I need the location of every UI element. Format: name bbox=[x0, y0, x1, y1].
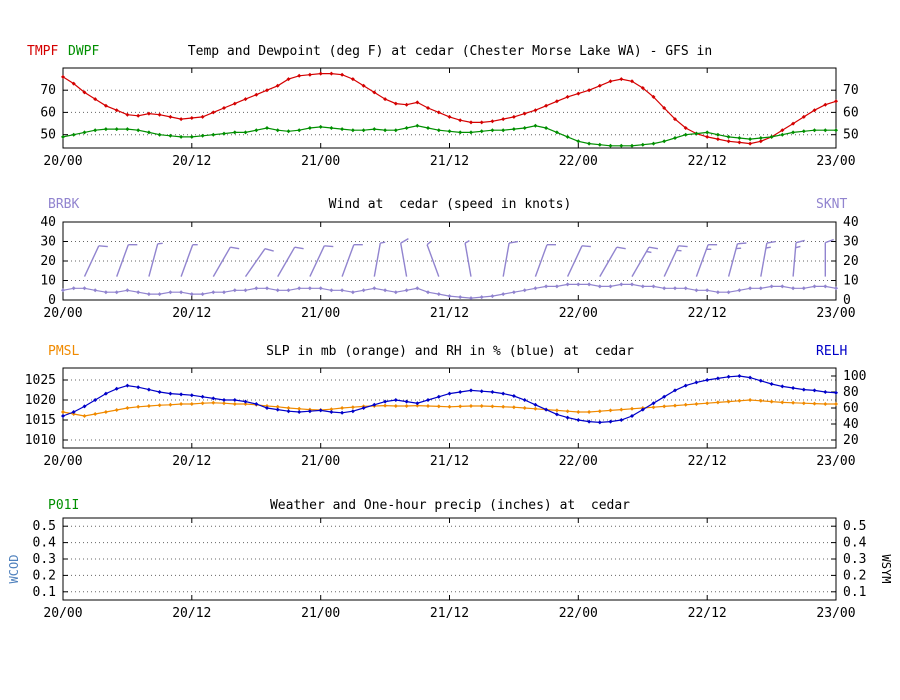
svg-text:1025: 1025 bbox=[25, 373, 56, 388]
svg-text:0.1: 0.1 bbox=[843, 585, 866, 600]
svg-text:50: 50 bbox=[40, 128, 56, 143]
svg-text:0.3: 0.3 bbox=[33, 552, 56, 567]
p01i-label: P01I bbox=[48, 498, 80, 513]
svg-text:21/00: 21/00 bbox=[301, 606, 340, 621]
svg-text:0: 0 bbox=[48, 293, 56, 308]
svg-text:20/00: 20/00 bbox=[43, 306, 82, 321]
svg-text:21/12: 21/12 bbox=[430, 306, 469, 321]
svg-text:23/00: 23/00 bbox=[816, 606, 855, 621]
dwpf-label: DWPF bbox=[68, 44, 100, 59]
svg-text:20/00: 20/00 bbox=[43, 154, 82, 169]
svg-text:20/12: 20/12 bbox=[172, 454, 211, 469]
svg-text:22/12: 22/12 bbox=[688, 606, 727, 621]
svg-text:20/12: 20/12 bbox=[172, 606, 211, 621]
svg-text:20/12: 20/12 bbox=[172, 306, 211, 321]
relh-label: RELH bbox=[816, 344, 848, 359]
svg-text:20: 20 bbox=[40, 254, 56, 269]
svg-text:0: 0 bbox=[843, 293, 851, 308]
svg-text:23/00: 23/00 bbox=[816, 306, 855, 321]
svg-text:50: 50 bbox=[843, 128, 859, 143]
svg-text:10: 10 bbox=[40, 274, 56, 289]
svg-text:70: 70 bbox=[843, 83, 859, 98]
svg-text:60: 60 bbox=[843, 105, 859, 120]
slp-rh-panel-title: SLP in mb (orange) and RH in % (blue) at… bbox=[266, 344, 634, 359]
svg-text:40: 40 bbox=[843, 215, 859, 230]
pmsl-label: PMSL bbox=[48, 344, 80, 359]
svg-text:22/00: 22/00 bbox=[559, 454, 598, 469]
svg-text:21/00: 21/00 bbox=[301, 306, 340, 321]
svg-text:22/12: 22/12 bbox=[688, 454, 727, 469]
svg-text:20/12: 20/12 bbox=[172, 154, 211, 169]
svg-text:40: 40 bbox=[40, 215, 56, 230]
svg-text:80: 80 bbox=[843, 385, 859, 400]
svg-text:22/00: 22/00 bbox=[559, 606, 598, 621]
svg-text:1015: 1015 bbox=[25, 413, 56, 428]
svg-text:1020: 1020 bbox=[25, 393, 56, 408]
svg-text:60: 60 bbox=[843, 401, 859, 416]
svg-text:20: 20 bbox=[843, 254, 859, 269]
svg-text:1010: 1010 bbox=[25, 433, 56, 448]
svg-text:20: 20 bbox=[843, 433, 859, 448]
svg-text:40: 40 bbox=[843, 417, 859, 432]
svg-text:22/00: 22/00 bbox=[559, 154, 598, 169]
svg-text:21/00: 21/00 bbox=[301, 154, 340, 169]
svg-text:21/12: 21/12 bbox=[430, 606, 469, 621]
svg-text:0.1: 0.1 bbox=[33, 585, 56, 600]
svg-text:0.4: 0.4 bbox=[843, 536, 867, 551]
svg-text:20/00: 20/00 bbox=[43, 454, 82, 469]
tmpf-label: TMPF bbox=[27, 44, 59, 59]
svg-text:21/12: 21/12 bbox=[430, 454, 469, 469]
svg-text:23/00: 23/00 bbox=[816, 154, 855, 169]
svg-text:10: 10 bbox=[843, 274, 859, 289]
svg-text:30: 30 bbox=[843, 235, 859, 250]
svg-text:20/00: 20/00 bbox=[43, 606, 82, 621]
brbk-label: BRBK bbox=[48, 197, 80, 212]
svg-text:0.2: 0.2 bbox=[843, 568, 866, 583]
svg-text:30: 30 bbox=[40, 235, 56, 250]
svg-text:22/12: 22/12 bbox=[688, 154, 727, 169]
svg-text:0.4: 0.4 bbox=[33, 536, 57, 551]
svg-text:0.5: 0.5 bbox=[843, 519, 866, 534]
svg-text:22/12: 22/12 bbox=[688, 306, 727, 321]
svg-text:60: 60 bbox=[40, 105, 56, 120]
sknt-label: SKNT bbox=[816, 197, 848, 212]
svg-text:22/00: 22/00 bbox=[559, 306, 598, 321]
svg-text:0.5: 0.5 bbox=[33, 519, 56, 534]
temp-panel-title: Temp and Dewpoint (deg F) at cedar (Ches… bbox=[187, 44, 713, 59]
svg-text:0.2: 0.2 bbox=[33, 568, 56, 583]
precip-panel-title: Weather and One-hour precip (inches) at … bbox=[269, 498, 631, 513]
svg-text:70: 70 bbox=[40, 83, 56, 98]
svg-text:100: 100 bbox=[843, 369, 866, 384]
svg-text:23/00: 23/00 bbox=[816, 454, 855, 469]
wind-panel-title: Wind at cedar (speed in knots) bbox=[328, 197, 572, 212]
svg-text:21/00: 21/00 bbox=[301, 454, 340, 469]
svg-text:0.3: 0.3 bbox=[843, 552, 866, 567]
svg-text:21/12: 21/12 bbox=[430, 154, 469, 169]
